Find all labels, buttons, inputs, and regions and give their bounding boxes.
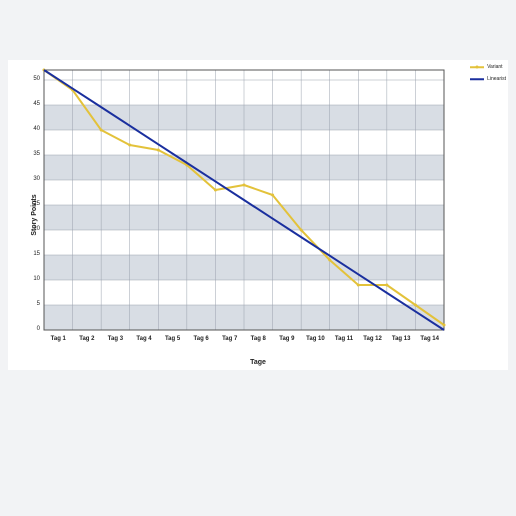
x-tick-label: Tag 5: [165, 336, 180, 342]
x-tick-label: Tag 13: [392, 336, 411, 342]
y-tick-label: 50: [26, 76, 40, 82]
x-tick-label: Tag 10: [306, 336, 325, 342]
x-tick-label: Tag 1: [51, 336, 66, 342]
x-tick-label: Tag 2: [79, 336, 94, 342]
x-tick-label: Tag 11: [335, 336, 353, 342]
legend-item-variant: Variant: [470, 64, 506, 70]
y-tick-label: 40: [26, 126, 40, 132]
chart-area: Story Points Tage 05101520253035404550 T…: [8, 60, 508, 370]
x-axis-title: Tage: [250, 359, 266, 366]
y-tick-label: 10: [26, 276, 40, 282]
x-tick-label: Tag 8: [251, 336, 266, 342]
legend-label: Linearist: [487, 76, 506, 82]
x-tick-label: Tag 7: [222, 336, 237, 342]
x-tick-label: Tag 14: [420, 336, 439, 342]
y-tick-label: 30: [26, 176, 40, 182]
legend: Variant Linearist: [470, 64, 506, 88]
chart-card: Story Points Tage 05101520253035404550 T…: [8, 60, 508, 370]
y-tick-label: 20: [26, 226, 40, 232]
legend-label: Variant: [487, 64, 502, 70]
y-tick-label: 45: [26, 101, 40, 107]
y-tick-label: 15: [26, 251, 40, 257]
y-tick-label: 0: [26, 326, 40, 332]
x-tick-label: Tag 9: [279, 336, 294, 342]
y-tick-label: 35: [26, 151, 40, 157]
legend-item-linearist: Linearist: [470, 76, 506, 82]
x-tick-label: Tag 6: [194, 336, 209, 342]
x-tick-label: Tag 12: [363, 336, 382, 342]
x-tick-label: Tag 3: [108, 336, 123, 342]
burndown-chart: [8, 60, 508, 370]
y-tick-label: 25: [26, 201, 40, 207]
x-tick-label: Tag 4: [136, 336, 151, 342]
y-tick-label: 5: [26, 301, 40, 307]
